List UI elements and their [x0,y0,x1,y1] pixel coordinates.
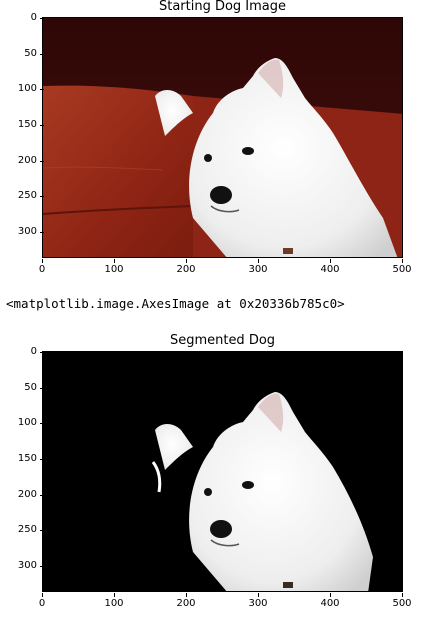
y-tick-label: 250 [7,524,44,536]
figure-title: Starting Dog Image [158,0,287,14]
x-tick-label: 500 [387,593,417,610]
dog-figure [151,392,373,591]
x-tick-label: 400 [315,593,345,610]
figure-starting-dog: Starting Dog Image [0,0,434,280]
x-tick-label: 100 [99,593,129,610]
cell-output-text: <matplotlib.image.AxesImage at 0x20336b7… [6,296,345,311]
y-tick-label: 200 [7,155,44,167]
dog-figure [155,58,398,257]
y-tick-label: 50 [7,382,44,394]
y-tick-label: 300 [7,560,44,572]
y-tick-label: 150 [7,119,44,131]
dog-photo-image [43,18,402,257]
y-tick-label: 0 [7,12,44,24]
y-tick-label: 250 [7,190,44,202]
y-tick-label: 100 [7,417,44,429]
x-tick-label: 200 [171,593,201,610]
x-tick-label: 0 [27,259,57,276]
figure-segmented-dog: Segmented Dog [0,332,434,626]
figure-title: Segmented Dog [169,333,276,348]
x-tick-label: 500 [387,259,417,276]
x-tick-label: 300 [243,593,273,610]
y-tick-label: 50 [7,48,44,60]
segmented-dog-image [43,352,402,591]
x-tick-label: 0 [27,593,57,610]
x-tick-label: 400 [315,259,345,276]
y-tick-label: 100 [7,83,44,95]
y-tick-label: 150 [7,453,44,465]
x-tick-label: 100 [99,259,129,276]
image-axes [42,351,403,592]
y-tick-label: 300 [7,226,44,238]
y-tick-label: 200 [7,489,44,501]
x-tick-label: 200 [171,259,201,276]
image-axes [42,17,403,258]
x-tick-label: 300 [243,259,273,276]
y-tick-label: 0 [7,346,44,358]
